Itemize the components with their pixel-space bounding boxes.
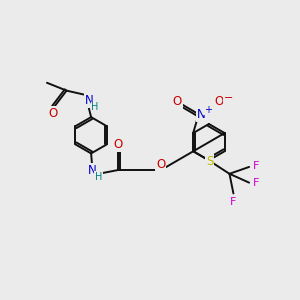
Text: O: O	[156, 158, 165, 171]
Text: H: H	[91, 102, 99, 112]
Text: O: O	[113, 138, 122, 151]
Text: N: N	[85, 94, 94, 107]
Text: O: O	[48, 107, 58, 120]
Text: +: +	[204, 104, 212, 115]
Text: F: F	[253, 178, 259, 188]
Text: H: H	[95, 172, 102, 182]
Text: O: O	[214, 95, 223, 108]
Text: F: F	[253, 161, 259, 171]
Text: N: N	[196, 108, 206, 121]
Text: O: O	[173, 95, 182, 108]
Text: −: −	[224, 93, 233, 103]
Text: S: S	[206, 154, 214, 167]
Text: F: F	[230, 197, 237, 207]
Text: N: N	[88, 164, 97, 177]
